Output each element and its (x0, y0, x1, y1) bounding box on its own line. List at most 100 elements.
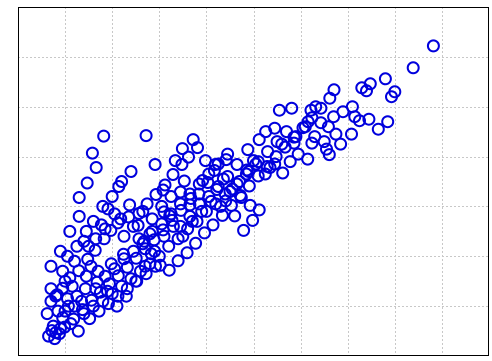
data-point (149, 259, 162, 273)
data-point (145, 224, 159, 238)
data-point (239, 167, 253, 181)
data-point (206, 218, 220, 232)
data-point (202, 190, 216, 203)
data-point (171, 232, 185, 246)
data-point (268, 157, 282, 171)
data-point (221, 147, 235, 161)
data-point (61, 292, 74, 306)
data-point (130, 274, 144, 288)
data-point (89, 161, 103, 174)
data-point (129, 251, 143, 265)
data-point (360, 84, 373, 98)
data-point (145, 212, 159, 226)
data-point (162, 263, 176, 277)
data-point (156, 183, 170, 197)
data-point (115, 175, 129, 188)
data-point (232, 175, 246, 188)
data-point (71, 324, 85, 338)
data-point (230, 177, 244, 191)
data-point (85, 146, 99, 160)
data-point (92, 304, 106, 318)
data-point (276, 166, 290, 180)
data-point (228, 209, 242, 223)
data-point (371, 122, 385, 136)
data-point (148, 158, 162, 171)
data-point (298, 120, 312, 134)
data-point (117, 252, 131, 266)
data-point (215, 208, 229, 222)
data-point (199, 204, 213, 218)
data-point (97, 129, 111, 143)
data-point (119, 289, 133, 303)
data-point (166, 219, 180, 233)
data-point (406, 61, 420, 75)
data-point (192, 197, 206, 211)
data-point (105, 190, 119, 203)
data-point (48, 332, 62, 346)
data-point (131, 218, 145, 232)
data-point (174, 197, 187, 211)
data-point (117, 229, 131, 243)
data-point (305, 136, 319, 150)
data-point (329, 127, 343, 141)
data-point (180, 246, 194, 260)
data-point (345, 127, 358, 141)
data-point (97, 232, 111, 246)
data-point (51, 304, 65, 318)
data-point (218, 187, 232, 201)
data-point (385, 90, 398, 104)
data-point (96, 199, 110, 213)
data-point (259, 125, 273, 139)
data-point (334, 137, 348, 151)
data-point (211, 157, 225, 171)
data-point (362, 112, 376, 126)
data-point (381, 115, 395, 129)
data-point (56, 264, 70, 278)
data-point (111, 289, 125, 303)
data-point (202, 167, 216, 181)
data-point (252, 133, 266, 147)
data-point (155, 199, 169, 213)
grid-lines (18, 7, 489, 356)
data-point (321, 120, 335, 134)
data-point (63, 224, 77, 238)
data-point (46, 319, 60, 333)
data-point (348, 110, 362, 124)
data-point (64, 317, 78, 331)
data-point (183, 187, 197, 201)
data-point (81, 252, 95, 266)
data-point (124, 165, 138, 178)
data-point (166, 168, 180, 181)
data-point (209, 197, 223, 211)
data-point (182, 150, 195, 164)
data-point (174, 219, 187, 233)
data-point (61, 249, 74, 263)
data-point (272, 103, 286, 117)
data-point (126, 219, 140, 233)
data-point (314, 101, 328, 115)
data-point (285, 101, 299, 115)
data-point (258, 167, 272, 181)
data-point (89, 282, 103, 296)
data-point (40, 307, 54, 321)
data-point (175, 158, 189, 171)
data-point (157, 229, 171, 243)
data-point (120, 282, 134, 296)
data-points (40, 39, 440, 346)
data-point (104, 223, 118, 237)
data-point (70, 239, 84, 253)
data-point (65, 279, 79, 293)
data-point (177, 174, 191, 188)
data-point (241, 143, 255, 157)
data-point (426, 39, 440, 53)
data-point (283, 155, 297, 169)
data-point (98, 222, 112, 236)
data-point (94, 218, 108, 232)
data-point (189, 236, 203, 250)
data-point (199, 154, 212, 168)
data-point (72, 209, 86, 223)
data-point (84, 259, 98, 273)
data-point (123, 198, 137, 212)
data-point (252, 203, 266, 217)
